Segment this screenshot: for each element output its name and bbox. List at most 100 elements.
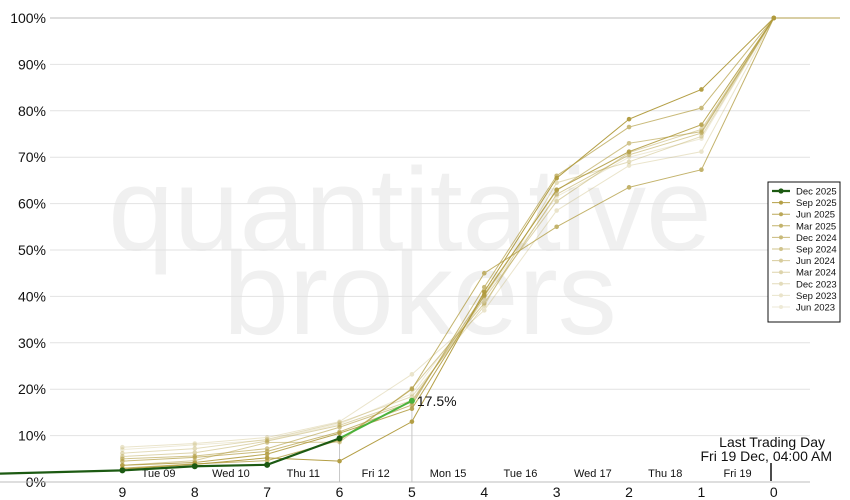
y-tick-label: 80% [18, 103, 46, 119]
series-point [337, 419, 342, 424]
series-point [120, 450, 125, 456]
x-tick-label: 7 [263, 484, 271, 500]
series-point [119, 467, 126, 474]
legend-swatch-dot [779, 223, 783, 228]
series-point [409, 391, 415, 397]
series-point [264, 451, 270, 457]
legend-swatch-dot [779, 305, 783, 309]
series-line [122, 17, 775, 460]
series-point [481, 308, 487, 313]
legend-box [767, 181, 841, 323]
watermark-line-2: brokers [223, 228, 616, 360]
date-axis: Tue 09 Wed 10 Thu 11 Fri 12 Mon 15 Tue 16 Wed … [142, 468, 752, 480]
x-tick-label: 4 [480, 484, 488, 500]
date-label: Mon 15 [430, 468, 467, 480]
series-point [120, 447, 125, 452]
series-point [554, 192, 559, 197]
y-tick-label: 60% [18, 196, 46, 212]
date-label: Wed 17 [574, 468, 612, 480]
series-point [481, 284, 487, 290]
series-dec-2025 [0, 397, 415, 475]
series-point [554, 224, 559, 230]
date-label: Thu 11 [287, 468, 320, 480]
series-line [122, 17, 775, 469]
series-point [409, 372, 415, 377]
series-point [626, 185, 632, 190]
legend-item [772, 247, 790, 251]
series-point [626, 116, 632, 122]
watermark-line-1: quantitative [108, 144, 712, 276]
legend-label: Sep 2025 [796, 198, 837, 209]
series-point [337, 421, 342, 427]
legend-label: Jun 2023 [796, 303, 835, 314]
series-point [554, 187, 559, 192]
series-point [699, 167, 704, 173]
legend-item [772, 223, 790, 228]
x-tick-label: 2 [625, 484, 633, 500]
series-point [192, 441, 198, 446]
x-tick-label: 6 [336, 484, 344, 500]
y-tick-label: 10% [18, 428, 46, 444]
series-point [337, 458, 342, 464]
y-tick-label: 100% [10, 10, 46, 26]
grid [50, 17, 810, 483]
series-point [699, 136, 704, 141]
legend-label: Mar 2024 [796, 268, 836, 279]
series-point [336, 435, 343, 442]
series-point [337, 430, 342, 436]
legend-item [772, 270, 790, 275]
legend-label: Jun 2024 [796, 256, 835, 267]
series-point [554, 208, 559, 213]
series-point [192, 455, 198, 460]
legend-label: Sep 2024 [796, 245, 837, 256]
legend-label: Jun 2025 [796, 210, 835, 221]
series-line [122, 17, 775, 470]
series-point [192, 450, 198, 456]
series-point [264, 440, 270, 445]
series-point [409, 394, 415, 399]
series-line [122, 17, 775, 466]
series-point [409, 406, 415, 411]
legend-swatch-dot [779, 293, 783, 298]
series-point [699, 134, 704, 139]
legend-item [772, 200, 790, 205]
x-axis: 9 8 7 6 5 4 3 2 1 0 [0, 481, 810, 500]
legend-item [772, 281, 790, 286]
series-point [699, 105, 704, 111]
x-tick-label: 8 [191, 484, 199, 500]
series-point [120, 462, 125, 468]
date-label: Tue 09 [142, 468, 176, 480]
last-trading-day: Last Trading Day Fri 19 Dec, 04:00 AM [700, 434, 832, 481]
legend-item [772, 293, 790, 298]
x-tick-label: 5 [408, 484, 416, 500]
series-point [481, 301, 487, 306]
date-label: Wed 10 [212, 468, 250, 480]
y-tick-label: 30% [18, 335, 46, 351]
date-label: Tue 16 [504, 468, 538, 480]
series-point [699, 122, 704, 128]
legend-swatch-dot [778, 188, 784, 194]
date-label: Thu 18 [648, 468, 682, 480]
series-point-current [408, 397, 415, 404]
series-point [409, 386, 415, 392]
series-point [191, 463, 198, 470]
y-axis: 0%10%20%30%40%50%60%70%80%90%100% [10, 10, 46, 490]
series-line [122, 17, 775, 448]
series-point [626, 163, 632, 168]
series-point [626, 152, 632, 158]
legend-item [772, 212, 790, 217]
series-line [122, 17, 775, 462]
series-sep-2023 [120, 15, 777, 450]
legend-swatch-dot [779, 270, 783, 275]
x-tick-label: 1 [698, 484, 706, 500]
series-layer [0, 15, 840, 475]
y-tick-label: 70% [18, 149, 46, 165]
series-point [554, 198, 559, 204]
series-point [699, 149, 704, 154]
legend-item [772, 258, 790, 263]
series-point [337, 424, 342, 430]
series-point [699, 129, 704, 134]
series-point [481, 270, 487, 276]
legend-label: Sep 2023 [796, 291, 837, 302]
